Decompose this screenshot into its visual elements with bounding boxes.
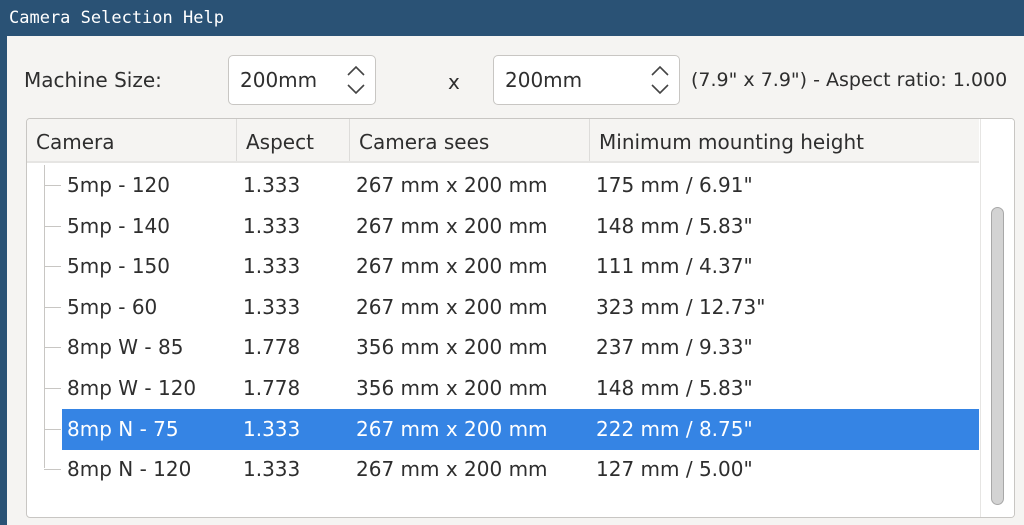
table-cell: 1.333 xyxy=(243,294,301,319)
table-cell: 1.333 xyxy=(243,173,301,197)
tree-branch xyxy=(44,469,61,471)
table-row[interactable]: 8mp W - 85 1.778 356 mm x 200 mm 237 mm / 9… xyxy=(27,327,979,368)
table-cell: 5mp - 60 xyxy=(67,294,158,319)
spin-arrows-icon[interactable] xyxy=(649,62,671,98)
tree-branch xyxy=(44,347,61,349)
window-title: Camera Selection Help xyxy=(0,0,1024,36)
machine-width-spinbox[interactable]: 200mm xyxy=(228,55,376,105)
tree-branch xyxy=(44,185,61,186)
size-separator: x xyxy=(448,70,460,94)
table-cell: 267 mm x 200 mm xyxy=(356,173,548,197)
table-cell: 1.333 xyxy=(243,416,301,441)
machine-height-spinbox[interactable]: 200mm xyxy=(493,55,680,105)
table-cell: 323 mm / 12.73" xyxy=(596,294,766,319)
table-row[interactable]: 8mp N - 75 1.333 267 mm x 200 mm 222 mm / 8… xyxy=(27,408,979,450)
table-cell: 1.778 xyxy=(243,376,301,400)
table-cell: 127 mm / 5.00" xyxy=(596,457,753,482)
camera-table[interactable]: Camera Aspect Camera sees Minimum mounti… xyxy=(26,118,1015,518)
machine-width-value: 200mm xyxy=(240,68,318,92)
table-cell: 222 mm / 8.75" xyxy=(596,416,753,441)
table-cell: 1.333 xyxy=(243,457,301,482)
table-cell: 356 mm x 200 mm xyxy=(356,376,548,400)
table-cell: 8mp N - 120 xyxy=(67,457,192,482)
column-header-camera-sees[interactable]: Camera sees xyxy=(350,119,590,161)
table-cell: 5mp - 150 xyxy=(67,254,171,279)
tree-line xyxy=(44,165,45,468)
tree-branch xyxy=(44,428,61,430)
tree-branch xyxy=(44,306,61,308)
table-row[interactable]: 5mp - 140 1.333 267 mm x 200 mm 148 mm / 5.… xyxy=(27,206,979,247)
machine-height-value: 200mm xyxy=(505,68,583,92)
table-cell: 8mp W - 120 xyxy=(67,376,197,400)
table-cell: 1.333 xyxy=(243,254,301,279)
tree-branch xyxy=(44,225,61,227)
table-cell: 267 mm x 200 mm xyxy=(356,416,548,441)
vertical-scrollbar[interactable] xyxy=(980,119,1014,517)
table-cell: 175 mm / 6.91" xyxy=(596,173,753,197)
scrollbar-thumb[interactable] xyxy=(991,207,1004,505)
table-cell: 5mp - 120 xyxy=(67,173,171,197)
column-header-camera[interactable]: Camera xyxy=(27,119,237,161)
machine-size-label: Machine Size: xyxy=(24,68,162,92)
table-cell: 356 mm x 200 mm xyxy=(356,335,548,360)
tree-branch xyxy=(44,266,61,268)
table-cell: 267 mm x 200 mm xyxy=(356,457,548,482)
table-cell: 148 mm / 5.83" xyxy=(596,376,753,400)
aspect-info: (7.9" x 7.9") - Aspect ratio: 1.000 xyxy=(691,69,1008,91)
tree-branch xyxy=(44,388,61,389)
table-row[interactable]: 5mp - 120 1.333 267 mm x 200 mm 175 mm / 6.… xyxy=(27,165,979,206)
table-cell: 8mp W - 85 xyxy=(67,335,184,360)
column-header-aspect[interactable]: Aspect xyxy=(237,119,350,161)
table-header: Camera Aspect Camera sees Minimum mounti… xyxy=(27,119,979,163)
column-header-min-height[interactable]: Minimum mounting height xyxy=(599,130,864,154)
table-cell: 267 mm x 200 mm xyxy=(356,254,548,279)
table-cell: 8mp N - 75 xyxy=(67,416,179,441)
table-row[interactable]: 8mp W - 120 1.778 356 mm x 200 mm 148 mm / … xyxy=(27,368,979,409)
dialog-content: Machine Size: 200mm x 200mm (7.9" x 7.9"… xyxy=(7,36,1024,525)
selection-highlight xyxy=(62,408,979,450)
table-cell: 5mp - 140 xyxy=(67,213,171,238)
table-cell: 267 mm x 200 mm xyxy=(356,294,548,319)
table-cell: 111 mm / 4.37" xyxy=(596,254,753,279)
table-cell: 267 mm x 200 mm xyxy=(356,213,548,238)
table-cell: 1.333 xyxy=(243,213,301,238)
table-row[interactable]: 5mp - 60 1.333 267 mm x 200 mm 323 mm / 12.… xyxy=(27,287,979,328)
table-cell: 1.778 xyxy=(243,335,301,360)
table-cell: 237 mm / 9.33" xyxy=(596,335,753,360)
table-row[interactable]: 5mp - 150 1.333 267 mm x 200 mm 111 mm / 4.… xyxy=(27,246,979,287)
table-cell: 148 mm / 5.83" xyxy=(596,213,753,238)
table-row[interactable]: 8mp N - 120 1.333 267 mm x 200 mm 127 mm / … xyxy=(27,449,979,490)
spin-arrows-icon[interactable] xyxy=(345,62,367,98)
